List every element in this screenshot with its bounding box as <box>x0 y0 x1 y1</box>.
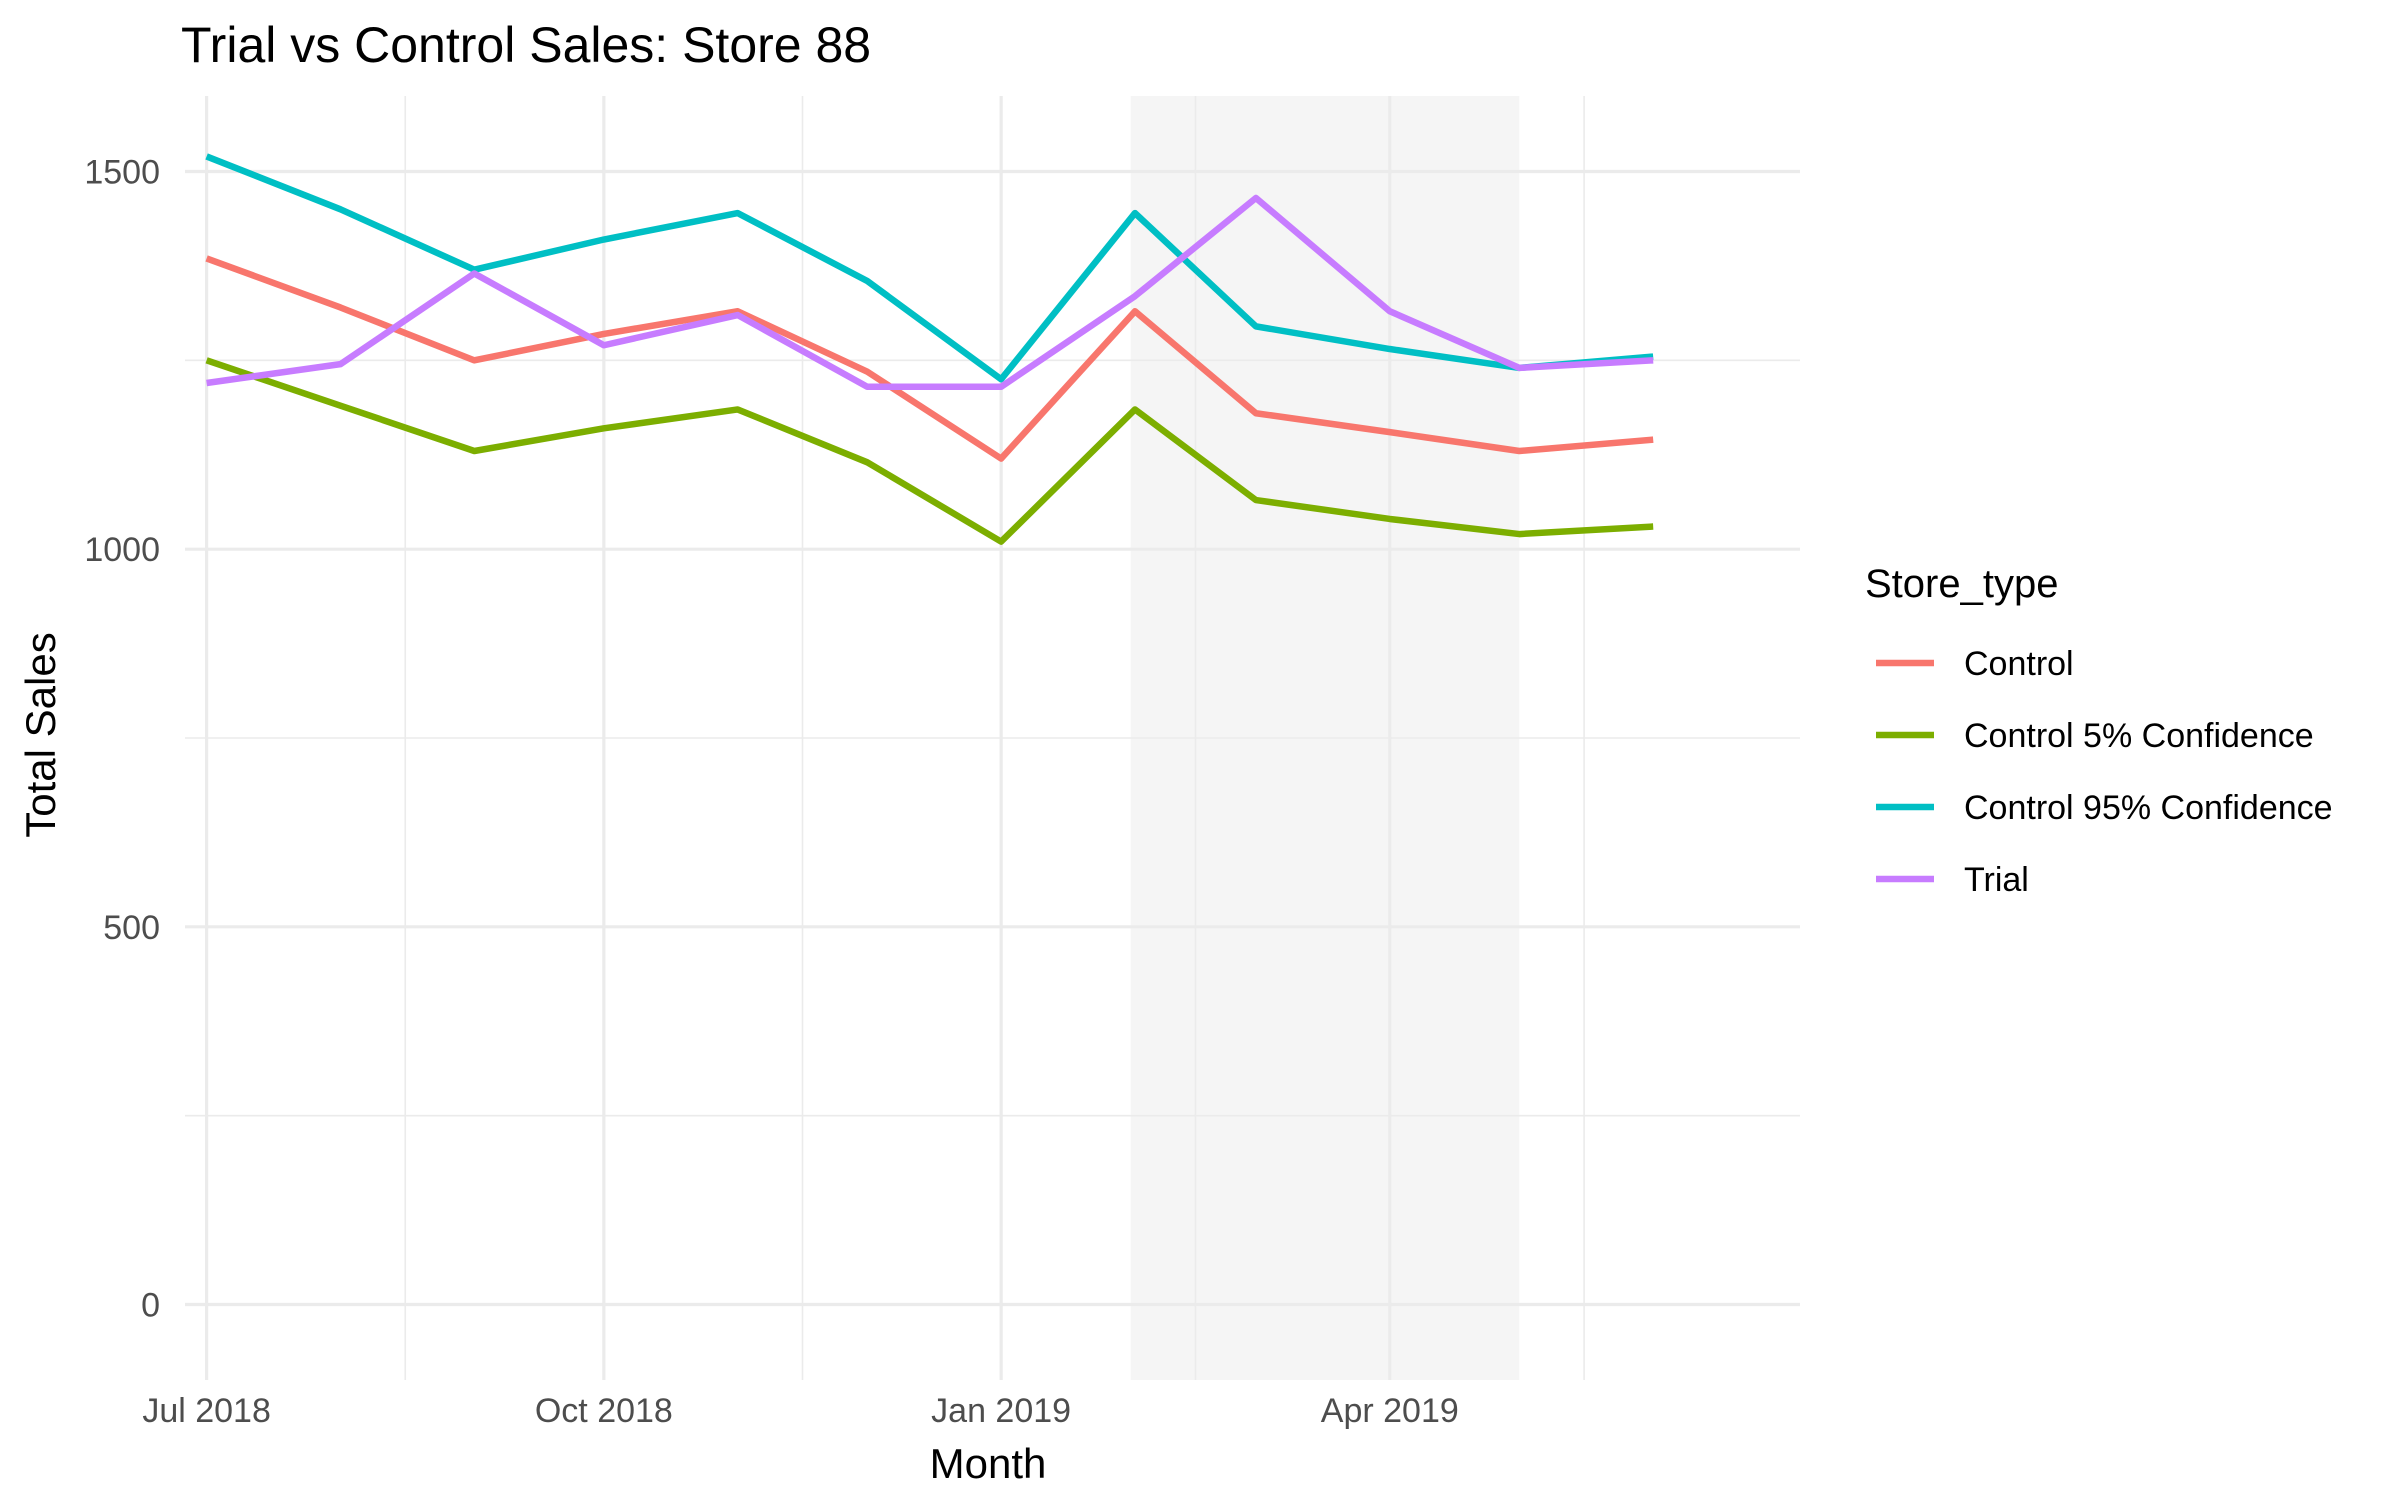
series-line-0 <box>205 255 1654 462</box>
legend-label: Control 95% Confidence <box>1964 789 2333 827</box>
legend-title: Store_type <box>1865 562 2058 606</box>
gridlines <box>185 96 1800 1380</box>
y-axis-ticks: 0 500 1000 1500 <box>84 154 160 1325</box>
chart-title: Trial vs Control Sales: Store 88 <box>181 17 871 73</box>
x-tick-label: Apr 2019 <box>1321 1392 1459 1430</box>
legend-items: Control Control 5% Confidence Control 95% … <box>1876 645 2333 899</box>
legend-label: Control <box>1964 645 2074 683</box>
x-tick-label: Jul 2018 <box>142 1392 271 1430</box>
y-axis-title: Total Sales <box>17 632 64 837</box>
x-axis-ticks: Jul 2018 Oct 2018 Jan 2019 Apr 2019 <box>142 1392 1458 1430</box>
legend-label: Control 5% Confidence <box>1964 717 2314 755</box>
legend-label: Trial <box>1964 861 2029 899</box>
series-lines <box>205 153 1654 545</box>
y-tick-label: 0 <box>141 1286 160 1324</box>
y-tick-label: 1500 <box>84 154 160 192</box>
series-line-3 <box>206 194 1654 391</box>
y-tick-label: 1000 <box>84 531 160 569</box>
y-tick-label: 500 <box>103 909 160 947</box>
series-line-1 <box>205 357 1654 545</box>
x-axis-title: Month <box>930 1440 1047 1487</box>
x-tick-label: Jan 2019 <box>931 1392 1071 1430</box>
x-tick-label: Oct 2018 <box>535 1392 673 1430</box>
series-line-2 <box>205 153 1654 383</box>
